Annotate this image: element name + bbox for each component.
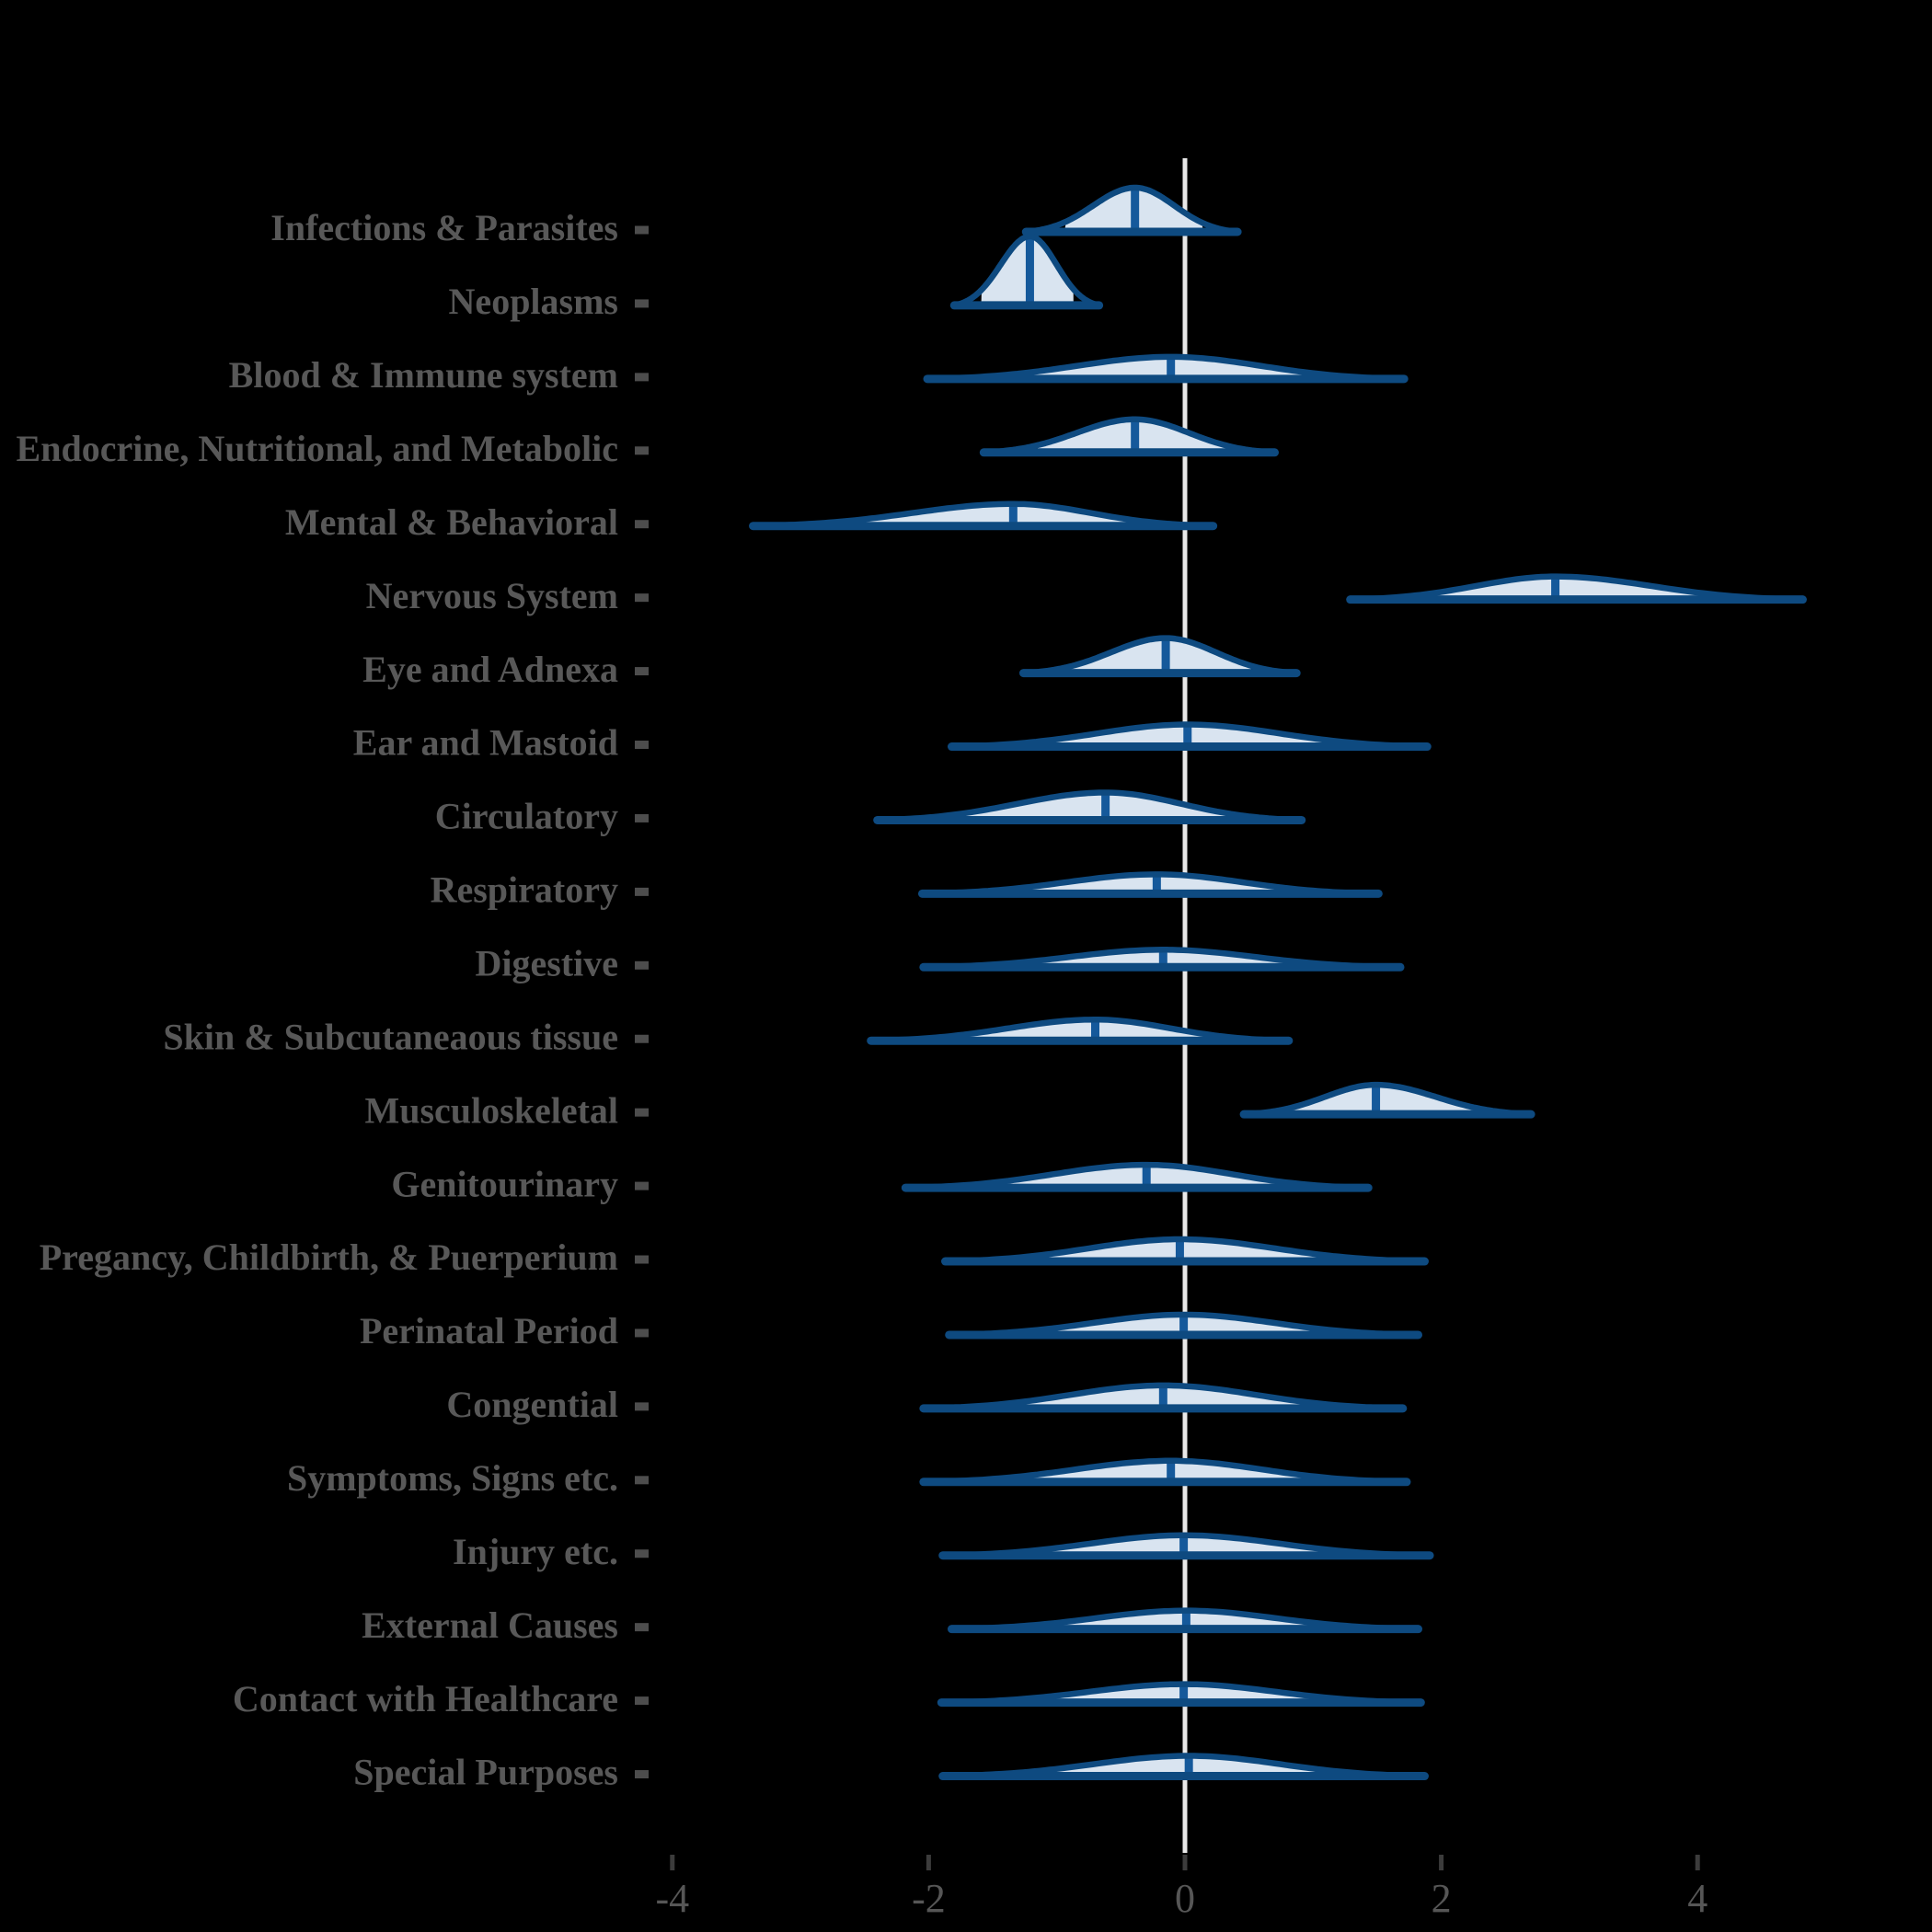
violin-row	[941, 1236, 1429, 1266]
violin-row	[949, 233, 1104, 310]
violin-row	[919, 1457, 1411, 1487]
violin-outline	[981, 416, 1278, 456]
category-label: Special Purposes	[353, 1752, 618, 1793]
row-axis-tick	[635, 1549, 649, 1558]
row-axis-tick	[635, 299, 649, 308]
category-label: Symptoms, Signs etc.	[287, 1457, 618, 1499]
violin-row	[1018, 635, 1301, 678]
violin-row	[938, 1532, 1434, 1560]
violin-outline	[1020, 635, 1300, 676]
row-axis-tick	[635, 1181, 649, 1190]
row-axis-tick	[635, 1476, 649, 1485]
violin-outline	[1023, 184, 1241, 236]
violin-outline	[949, 721, 1431, 750]
row-axis-tick	[635, 225, 649, 235]
violin-row	[947, 721, 1432, 752]
violin-row	[919, 1382, 1408, 1413]
x-axis-tick-label: 0	[1175, 1876, 1195, 1921]
row-axis-tick	[635, 887, 649, 896]
row-axis-tick	[635, 373, 649, 382]
violin-row	[901, 1161, 1373, 1192]
x-axis-tick-label: -4	[655, 1876, 689, 1921]
violin-fill	[1418, 576, 1705, 600]
x-axis-tick-label: 2	[1432, 1876, 1452, 1921]
category-label: Congential	[446, 1384, 618, 1425]
category-label: External Causes	[362, 1604, 618, 1646]
violin-row	[979, 416, 1280, 457]
category-label: Genitourinary	[391, 1163, 618, 1204]
violin-row	[1239, 1081, 1535, 1119]
row-axis-tick	[635, 1034, 649, 1043]
category-label: Neoplasms	[449, 281, 618, 322]
violin-row	[945, 1311, 1423, 1340]
row-axis-tick	[635, 813, 649, 822]
row-axis-tick	[635, 1696, 649, 1706]
x-axis: -4 -2 0 2 4	[655, 1855, 1708, 1921]
violin-row	[1346, 573, 1807, 604]
row-axis-tick	[635, 1328, 649, 1338]
violin-row	[873, 789, 1306, 824]
row-axis-tick	[635, 593, 649, 603]
violin-fill	[1006, 874, 1298, 894]
violin-row	[919, 947, 1405, 972]
category-label: Ear and Mastoid	[353, 722, 618, 764]
row-axis-tick	[635, 1770, 649, 1779]
row-axis-tick	[635, 1255, 649, 1264]
violin-row	[947, 1607, 1423, 1634]
category-label: Respiratory	[431, 869, 618, 911]
violin-outline	[1240, 1081, 1535, 1118]
category-label: Digestive	[475, 942, 618, 983]
category-label: Infections & Parasites	[270, 207, 618, 248]
violin-outline	[920, 1382, 1407, 1412]
category-label: Endocrine, Nutritional, and Metabolic	[17, 428, 618, 469]
violin-row	[749, 500, 1218, 531]
violin-fill	[1288, 1085, 1478, 1115]
category-label: Mental & Behavioral	[285, 501, 618, 543]
category-label: Musculoskeletal	[364, 1089, 618, 1131]
violin-row	[867, 1016, 1294, 1045]
row-axis-tick	[635, 446, 649, 455]
row-axis-tick	[635, 741, 649, 750]
category-label: Contact with Healthcare	[233, 1678, 618, 1719]
x-axis-tick-label: 4	[1687, 1876, 1708, 1921]
row-axis-tick	[635, 1623, 649, 1632]
violin-fill	[1069, 638, 1252, 673]
violin-row	[917, 871, 1383, 898]
violin-fill	[964, 792, 1233, 821]
category-label: Blood & Immune system	[229, 354, 618, 396]
violin-fill	[1036, 1239, 1337, 1262]
row-axis-tick	[635, 520, 649, 529]
category-label: Injury etc.	[453, 1531, 618, 1572]
category-label: Perinatal Period	[360, 1310, 618, 1351]
row-axis-tick	[635, 1108, 649, 1117]
violin-outline	[951, 233, 1102, 309]
category-label: Eye and Adnexa	[362, 649, 618, 690]
violin-row	[923, 353, 1409, 384]
category-label: Nervous System	[366, 575, 618, 616]
category-label: Skin & Subcutaneaous tissue	[163, 1016, 618, 1057]
row-axis-tick	[635, 667, 649, 676]
row-axis-tick	[635, 1402, 649, 1411]
violin-outline	[874, 789, 1305, 823]
row-axis-tick	[635, 960, 649, 970]
x-axis-tick-label: -2	[912, 1876, 946, 1921]
violin-row	[1021, 184, 1242, 236]
category-label: Circulatory	[435, 796, 618, 837]
violin-row	[937, 1681, 1425, 1708]
violin-row	[938, 1753, 1429, 1781]
category-label: Pregancy, Childbirth, & Puerperium	[40, 1236, 618, 1278]
